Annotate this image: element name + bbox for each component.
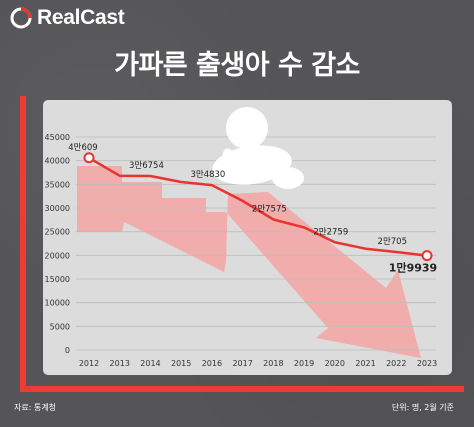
x-tick-label: 2012 (79, 359, 99, 368)
accent-horizontal-bar (20, 386, 464, 392)
x-tick-label: 2018 (263, 359, 283, 368)
unit-note: 단위: 명, 2월 기준 (391, 403, 454, 412)
y-tick-label: 30000 (45, 204, 70, 213)
data-point (83, 152, 95, 164)
x-tick-label: 2021 (355, 359, 375, 368)
data-label: 3만6754 (129, 161, 164, 171)
x-tick-label: 2022 (386, 359, 406, 368)
y-tick-label: 15000 (45, 275, 70, 284)
x-tick-label: 2017 (232, 359, 252, 368)
crawling-baby-icon (212, 107, 304, 189)
realcast-circle-logo-icon (10, 7, 32, 29)
logo-text: RealCast (37, 6, 125, 29)
x-tick-label: 2016 (202, 359, 222, 368)
source-note: 자료: 통계청 (14, 403, 57, 412)
x-tick-label: 2020 (325, 359, 345, 368)
logo: RealCast (10, 6, 125, 30)
data-label: 2만7575 (252, 204, 287, 214)
data-label: 4만609 (68, 143, 97, 153)
data-label: 2만705 (378, 237, 407, 247)
x-tick-label: 2023 (417, 359, 437, 368)
x-axis-ticks: 2012 2013 2014 2015 2016 2017 2018 2019 2020 2021… (79, 359, 437, 368)
y-tick-label: 10000 (45, 299, 70, 308)
data-labels: 4만609 3만6754 3만4830 2만7575 2만2759 2만705 1만9939 (68, 143, 437, 275)
x-tick-label: 2013 (110, 359, 130, 368)
y-tick-label: 5000 (50, 322, 70, 331)
data-label: 2만2759 (313, 227, 348, 237)
data-points (83, 152, 433, 262)
data-label: 3만4830 (190, 170, 225, 180)
y-tick-label: 40000 (45, 157, 70, 166)
y-axis-ticks: 0 5000 10000 15000 20000 25000 30000 35000 40000… (45, 133, 70, 355)
y-tick-label: 0 (65, 346, 70, 355)
y-tick-label: 35000 (45, 180, 70, 189)
data-point (421, 250, 433, 262)
x-tick-label: 2014 (140, 359, 160, 368)
series-line (88, 156, 428, 257)
y-tick-label: 45000 (45, 133, 70, 142)
data-label: 1만9939 (389, 261, 437, 275)
x-tick-label: 2015 (171, 359, 191, 368)
y-tick-label: 20000 (45, 251, 70, 260)
accent-vertical-bar (20, 96, 26, 392)
x-tick-label: 2019 (294, 359, 314, 368)
page-title: 가파른 출생아 수 감소 (114, 50, 360, 81)
descending-arrow-shape (77, 166, 421, 358)
y-tick-label: 25000 (45, 228, 70, 237)
